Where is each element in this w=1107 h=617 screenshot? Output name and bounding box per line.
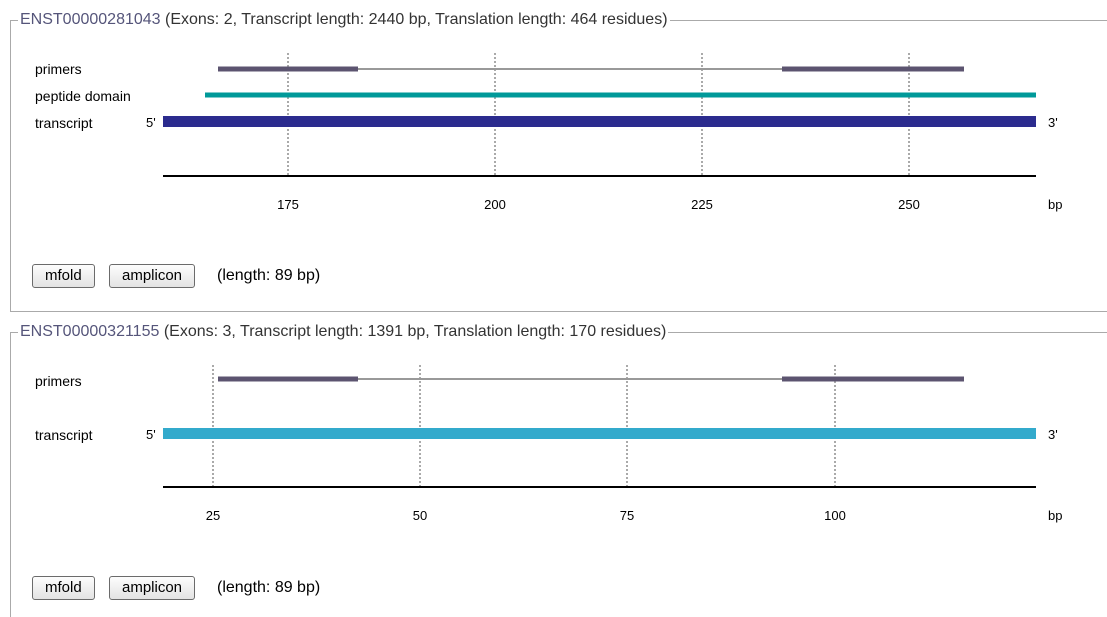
transcript-bar	[163, 428, 1036, 439]
three-prime-label: 3'	[1048, 427, 1058, 442]
row-label-primers: primers	[35, 61, 82, 77]
amplicon-length-text: (length: 89 bp)	[217, 267, 321, 284]
three-prime-label: 3'	[1048, 115, 1058, 130]
mfold-button[interactable]: mfold	[32, 264, 95, 288]
five-prime-label: 5'	[146, 427, 156, 442]
transcript-info: (Exons: 2, Transcript length: 2440 bp, T…	[160, 11, 668, 28]
panel-border-left	[10, 332, 11, 617]
axis-tick-label: 200	[484, 197, 506, 212]
amplicon-length-text: (length: 89 bp)	[217, 579, 321, 596]
row-label-primers: primers	[35, 373, 82, 389]
panel-border-left	[10, 20, 11, 312]
row-label-transcript: transcript	[35, 427, 93, 443]
axis-tick-label: 250	[898, 197, 920, 212]
axis-tick-label: 225	[691, 197, 713, 212]
row-label-peptide-domain: peptide domain	[35, 88, 131, 104]
transcript-id-link[interactable]: ENST00000281043	[20, 11, 161, 28]
mfold-button[interactable]: mfold	[32, 576, 95, 600]
transcript-info: (Exons: 3, Transcript length: 1391 bp, T…	[159, 323, 667, 340]
transcript-track-graphic	[163, 53, 1036, 177]
axis-unit-label: bp	[1048, 508, 1063, 523]
row-label-transcript: transcript	[35, 115, 93, 131]
axis-unit-label: bp	[1048, 197, 1063, 212]
amplicon-button[interactable]: amplicon	[109, 576, 196, 600]
amplicon-button[interactable]: amplicon	[109, 264, 196, 288]
panel-legend: ENST00000321155 (Exons: 3, Transcript le…	[18, 322, 669, 342]
transcript-track-graphic	[163, 365, 1036, 488]
five-prime-label: 5'	[146, 115, 156, 130]
transcript-panel-1: ENST00000281043 (Exons: 2, Transcript le…	[10, 10, 1107, 312]
axis-tick-label: 75	[619, 508, 635, 523]
axis-tick-label: 25	[205, 508, 221, 523]
transcript-panel-2: ENST00000321155 (Exons: 3, Transcript le…	[0, 312, 1107, 617]
transcript-id-link[interactable]: ENST00000321155	[20, 323, 160, 340]
panel-legend: ENST00000281043 (Exons: 2, Transcript le…	[18, 10, 670, 30]
axis-tick-label: 175	[277, 197, 299, 212]
axis-tick-label: 100	[824, 508, 846, 523]
transcript-bar	[163, 116, 1036, 127]
axis-tick-label: 50	[412, 508, 428, 523]
panel-border-bottom	[10, 311, 1107, 312]
